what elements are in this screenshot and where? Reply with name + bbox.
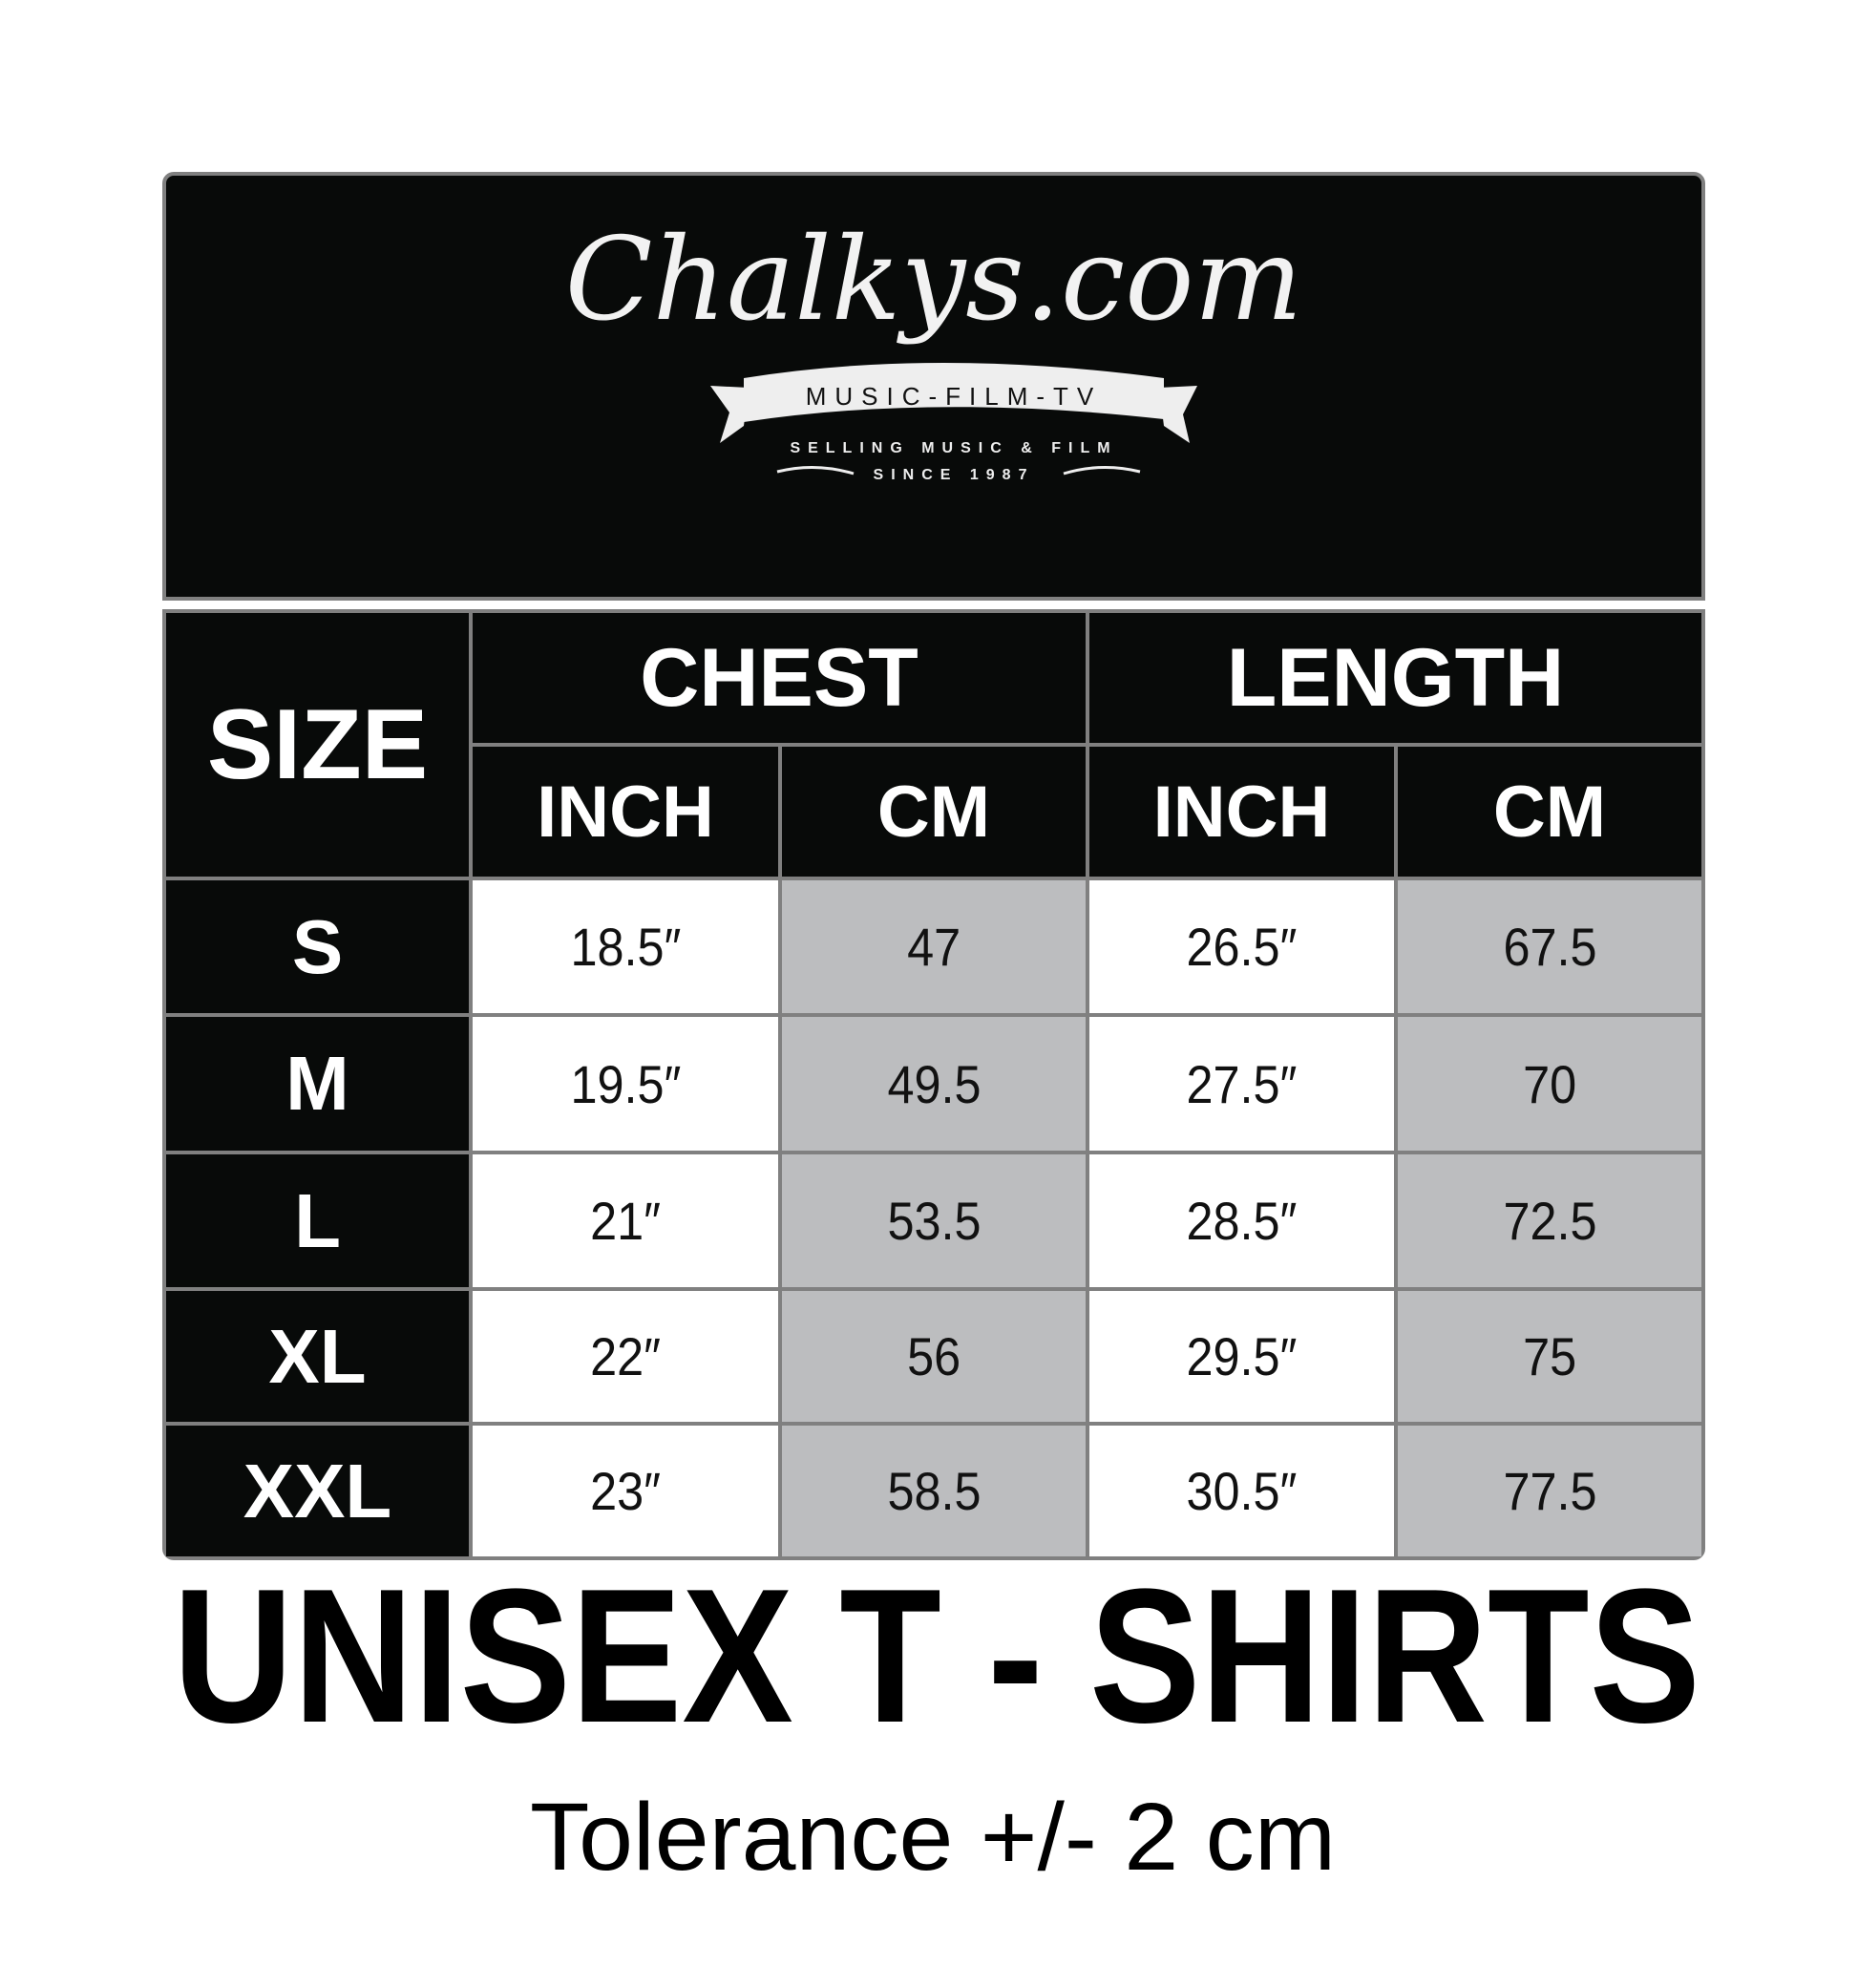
table-cell: 77.5 <box>1398 1426 1701 1556</box>
table-cell-text: 70 <box>1522 1053 1577 1114</box>
size-label: XL <box>166 1291 469 1422</box>
footer: UNISEX T - SHIRTS Tolerance +/- 2 cm <box>173 1566 1700 1891</box>
table-cell: 28.5″ <box>1089 1154 1394 1287</box>
table-cell-text: 18.5″ <box>570 917 681 977</box>
size-table: SIZE CHEST INCH CM LENGTH INCH CM S 18.5″ 47 26.5″… <box>162 609 1705 1560</box>
table-cell-text: 58.5 <box>886 1461 982 1521</box>
table-cell: 27.5″ <box>1089 1017 1394 1151</box>
size-label-text: M <box>285 1041 349 1126</box>
logo-brand: Chalkys.com <box>565 214 1303 347</box>
table-cell: 21″ <box>473 1154 778 1287</box>
group-header-length-text: LENGTH <box>1226 631 1565 724</box>
table-cell: 26.5″ <box>1089 880 1394 1013</box>
ribbon-icon <box>744 363 1164 422</box>
page-title: UNISEX T - SHIRTS <box>173 1566 1700 1763</box>
size-label: XXL <box>166 1426 469 1556</box>
group-header-chest: CHEST <box>473 613 1086 743</box>
table-cell: 56 <box>782 1291 1086 1422</box>
size-label-text: XXL <box>243 1448 392 1533</box>
unit-header-inch-text: INCH <box>1152 771 1331 853</box>
table-cell-text: 56 <box>906 1326 961 1386</box>
flourish-icon <box>776 466 1141 476</box>
table-cell: 75 <box>1398 1291 1701 1422</box>
table-cell-text: 29.5″ <box>1186 1326 1298 1386</box>
table-cell-text: 77.5 <box>1502 1461 1597 1521</box>
table-cell-text: 27.5″ <box>1186 1053 1298 1114</box>
table-cell-text: 72.5 <box>1502 1191 1597 1251</box>
size-label: M <box>166 1017 469 1151</box>
tolerance-note: Tolerance +/- 2 cm <box>530 1784 1336 1891</box>
logo-header: Chalkys.com MUSIC-FILM-TV SELLING MUSIC … <box>162 172 1705 601</box>
table-cell: 30.5″ <box>1089 1426 1394 1556</box>
table-cell: 49.5 <box>782 1017 1086 1151</box>
table-cell: 72.5 <box>1398 1154 1701 1287</box>
table-cell: 70 <box>1398 1017 1701 1151</box>
table-cell-text: 22″ <box>590 1326 661 1386</box>
table-cell: 53.5 <box>782 1154 1086 1287</box>
group-header-length: LENGTH <box>1089 613 1701 743</box>
size-label: L <box>166 1154 469 1287</box>
unit-header-cm-text: CM <box>876 771 991 853</box>
unit-header-inch: INCH <box>1089 747 1394 877</box>
logo-tagline: SELLING MUSIC & FILM <box>790 440 1117 456</box>
table-cell: 23″ <box>473 1426 778 1556</box>
size-label: S <box>166 880 469 1013</box>
table-cell: 29.5″ <box>1089 1291 1394 1422</box>
logo-since: SINCE 1987 <box>874 467 1035 483</box>
table-cell: 67.5 <box>1398 880 1701 1013</box>
group-header-chest-text: CHEST <box>640 631 918 724</box>
size-header: SIZE <box>166 613 469 877</box>
table-cell-text: 26.5″ <box>1186 917 1298 977</box>
unit-header-inch: INCH <box>473 747 778 877</box>
table-cell: 47 <box>782 880 1086 1013</box>
table-cell-text: 28.5″ <box>1186 1191 1298 1251</box>
table-cell-text: 30.5″ <box>1186 1461 1298 1521</box>
table-cell-text: 49.5 <box>886 1053 982 1114</box>
chalkys-logo: Chalkys.com MUSIC-FILM-TV SELLING MUSIC … <box>565 214 1303 483</box>
table-cell: 58.5 <box>782 1426 1086 1556</box>
size-label-text: XL <box>268 1313 367 1399</box>
table-cell-text: 19.5″ <box>570 1053 681 1114</box>
size-label-text: L <box>294 1177 341 1263</box>
size-header-text: SIZE <box>206 688 429 800</box>
table-cell-text: 47 <box>906 917 961 977</box>
table-cell: 22″ <box>473 1291 778 1422</box>
unit-header-cm: CM <box>1398 747 1701 877</box>
table-cell-text: 21″ <box>590 1191 661 1251</box>
table-cell: 18.5″ <box>473 880 778 1013</box>
table-cell: 19.5″ <box>473 1017 778 1151</box>
table-cell-text: 53.5 <box>886 1191 982 1251</box>
table-cell-text: 23″ <box>590 1461 661 1521</box>
logo-ribbon: MUSIC-FILM-TV <box>806 382 1103 411</box>
unit-header-inch-text: INCH <box>537 771 714 853</box>
table-cell-text: 75 <box>1522 1326 1577 1386</box>
unit-header-cm: CM <box>782 747 1086 877</box>
unit-header-cm-text: CM <box>1492 771 1607 853</box>
table-cell-text: 67.5 <box>1502 917 1597 977</box>
size-label-text: S <box>291 903 344 989</box>
